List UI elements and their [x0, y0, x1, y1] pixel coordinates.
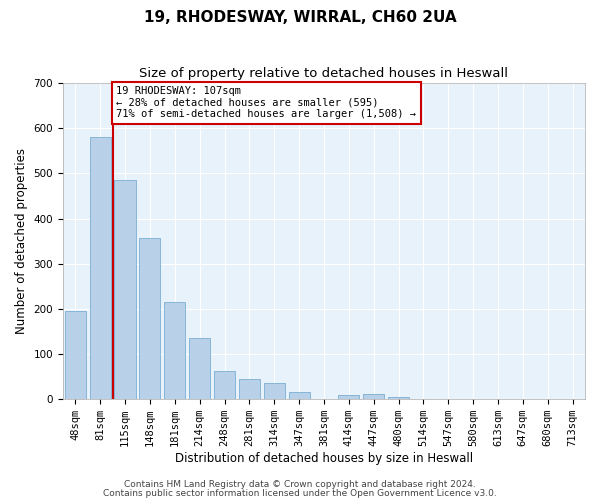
Bar	[388, 397, 409, 399]
Bar	[239, 379, 260, 399]
Bar	[214, 371, 235, 399]
Bar	[338, 394, 359, 399]
Text: 19, RHODESWAY, WIRRAL, CH60 2UA: 19, RHODESWAY, WIRRAL, CH60 2UA	[143, 10, 457, 25]
Bar	[65, 311, 86, 399]
Bar	[363, 394, 384, 399]
Bar	[263, 384, 285, 399]
Bar	[115, 180, 136, 399]
Text: Contains public sector information licensed under the Open Government Licence v3: Contains public sector information licen…	[103, 488, 497, 498]
Bar	[189, 338, 210, 399]
Bar	[139, 238, 160, 399]
Text: 19 RHODESWAY: 107sqm
← 28% of detached houses are smaller (595)
71% of semi-deta: 19 RHODESWAY: 107sqm ← 28% of detached h…	[116, 86, 416, 120]
Title: Size of property relative to detached houses in Heswall: Size of property relative to detached ho…	[139, 68, 508, 80]
Y-axis label: Number of detached properties: Number of detached properties	[15, 148, 28, 334]
Bar	[164, 302, 185, 399]
Bar	[289, 392, 310, 399]
Bar	[89, 138, 111, 399]
X-axis label: Distribution of detached houses by size in Heswall: Distribution of detached houses by size …	[175, 452, 473, 465]
Text: Contains HM Land Registry data © Crown copyright and database right 2024.: Contains HM Land Registry data © Crown c…	[124, 480, 476, 489]
